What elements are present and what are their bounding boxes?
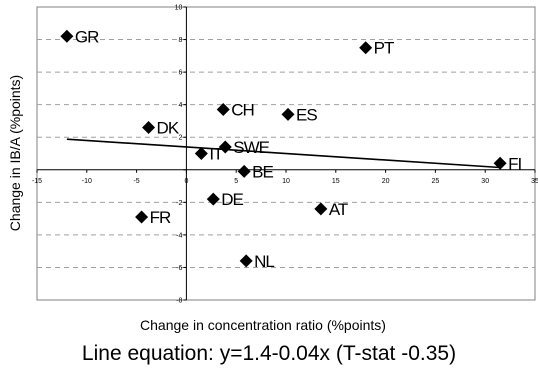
x-tick-label: -10 bbox=[82, 178, 92, 185]
y-tick-label: 2 bbox=[178, 135, 182, 142]
point-label-dk: DK bbox=[157, 118, 180, 137]
point-label-de: DE bbox=[221, 190, 243, 209]
x-tick-label: 35 bbox=[531, 178, 538, 185]
x-tick-label: 20 bbox=[382, 178, 390, 185]
tick-labels: -15 -10 -5 0 5 10 15 20 25 30 35 -8 -6 -4 -2 2 4 6 8 10 bbox=[32, 5, 538, 305]
data-point-swe bbox=[218, 140, 232, 154]
data-point-it bbox=[194, 147, 208, 160]
grid-lines bbox=[37, 39, 535, 268]
point-label-es: ES bbox=[296, 105, 317, 124]
data-point-nl bbox=[239, 254, 253, 268]
x-tick-label: 25 bbox=[432, 178, 440, 185]
trendline bbox=[66, 138, 501, 169]
y-tick-label: 4 bbox=[178, 102, 182, 109]
point-label-nl: NL bbox=[254, 252, 274, 271]
data-point-pt bbox=[359, 41, 373, 55]
data-point-dk bbox=[142, 120, 156, 134]
point-label-swe: SWE bbox=[233, 138, 269, 157]
x-tick-label: -5 bbox=[133, 178, 139, 185]
point-label-gr: GR bbox=[75, 27, 99, 46]
data-point-es bbox=[281, 107, 295, 121]
y-tick-label: 6 bbox=[178, 70, 182, 77]
data-point-fi bbox=[493, 156, 507, 170]
point-label-be: BE bbox=[252, 162, 273, 181]
data-point-de bbox=[206, 192, 220, 206]
y-tick-label: 10 bbox=[175, 5, 183, 12]
line-equation-caption: Line equation: y=1.4-0.04x (T-stat -0.35… bbox=[81, 342, 457, 365]
y-tick-label: 8 bbox=[178, 37, 182, 44]
y-tick-label: -8 bbox=[176, 298, 182, 305]
point-label-fi: FI bbox=[508, 154, 521, 173]
x-tick-label: 5 bbox=[234, 178, 238, 185]
data-point-at bbox=[314, 202, 328, 216]
y-axis-label: Change in IB/A (%points) bbox=[7, 75, 23, 231]
y-tick-label: -2 bbox=[176, 200, 182, 207]
data-point-fr bbox=[135, 210, 149, 224]
x-tick-label: 15 bbox=[332, 178, 340, 185]
x-tick-label: 0 bbox=[184, 178, 188, 185]
data-point-gr bbox=[60, 29, 74, 43]
data-point-ch bbox=[216, 103, 230, 117]
point-label-fr: FR bbox=[150, 208, 171, 227]
y-tick-label: -6 bbox=[176, 265, 182, 272]
point-label-pt: PT bbox=[374, 39, 394, 58]
point-label-at: AT bbox=[329, 200, 348, 219]
x-tick-label: -15 bbox=[32, 178, 42, 185]
point-label-ch: CH bbox=[231, 101, 254, 120]
data-point-be bbox=[237, 164, 251, 178]
point-label-it: IT bbox=[209, 145, 223, 164]
y-tick-label: -4 bbox=[176, 232, 182, 239]
data-points: GR PT CH ES DK SWE IT FI BE DE AT FR NL bbox=[60, 27, 523, 271]
x-axis-label: Change in concentration ratio (%points) bbox=[140, 317, 386, 333]
x-tick-label: 10 bbox=[282, 178, 290, 185]
x-tick-label: 30 bbox=[481, 178, 489, 185]
